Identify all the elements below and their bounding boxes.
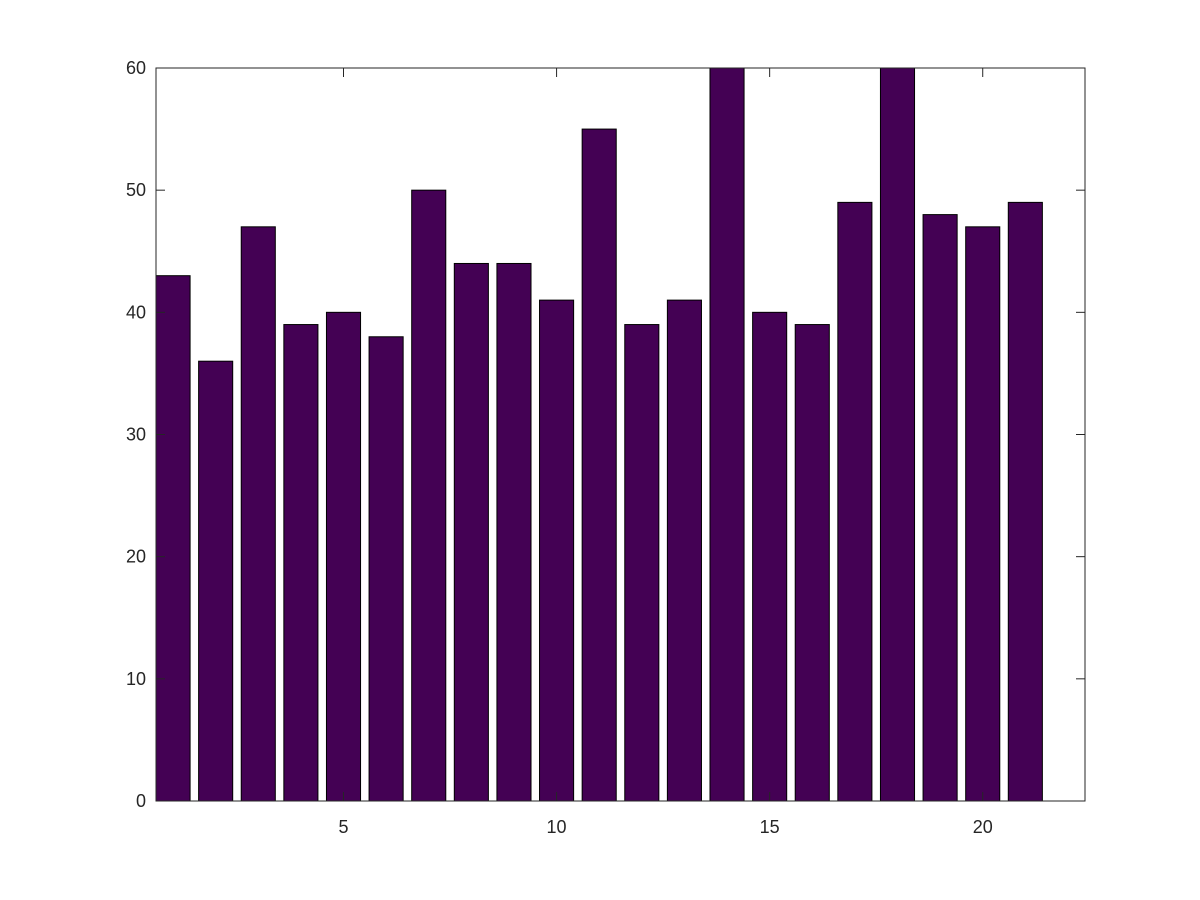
bar-16 — [794, 324, 830, 802]
y-tick-label-50: 50 — [126, 180, 146, 200]
bar-4 — [283, 324, 319, 802]
x-tick-label-5: 5 — [338, 817, 348, 837]
bar-10 — [539, 299, 575, 802]
bar-5 — [325, 311, 362, 802]
y-tick-label-40: 40 — [126, 302, 146, 322]
bar-3 — [240, 226, 276, 802]
bar-11 — [581, 128, 617, 802]
bar-8 — [453, 262, 489, 802]
bar-12 — [624, 324, 660, 802]
x-tick-label-20: 20 — [973, 817, 993, 837]
x-tick-label-15: 15 — [760, 817, 780, 837]
ticks-layer: 5 10 15 20 0 10 20 30 40 50 60 — [126, 58, 1085, 837]
bar-6 — [368, 336, 404, 802]
bar-17 — [837, 201, 873, 802]
bar-18 — [879, 67, 916, 802]
bar-1 — [155, 275, 191, 802]
bar-19 — [922, 214, 958, 802]
bar-7 — [411, 189, 447, 802]
bar-2 — [198, 360, 234, 802]
y-tick-label-0: 0 — [136, 791, 146, 811]
bar-20 — [965, 226, 1001, 802]
y-tick-label-20: 20 — [126, 547, 146, 567]
bar-14 — [709, 67, 745, 802]
bar-9 — [496, 262, 532, 802]
y-tick-label-60: 60 — [126, 58, 146, 78]
bars-layer — [155, 67, 1043, 802]
bar-15 — [752, 311, 788, 802]
y-tick-label-30: 30 — [126, 425, 146, 445]
x-tick-label-10: 10 — [547, 817, 567, 837]
bar-13 — [666, 299, 702, 802]
y-tick-label-10: 10 — [126, 669, 146, 689]
bar-21 — [1007, 201, 1043, 802]
